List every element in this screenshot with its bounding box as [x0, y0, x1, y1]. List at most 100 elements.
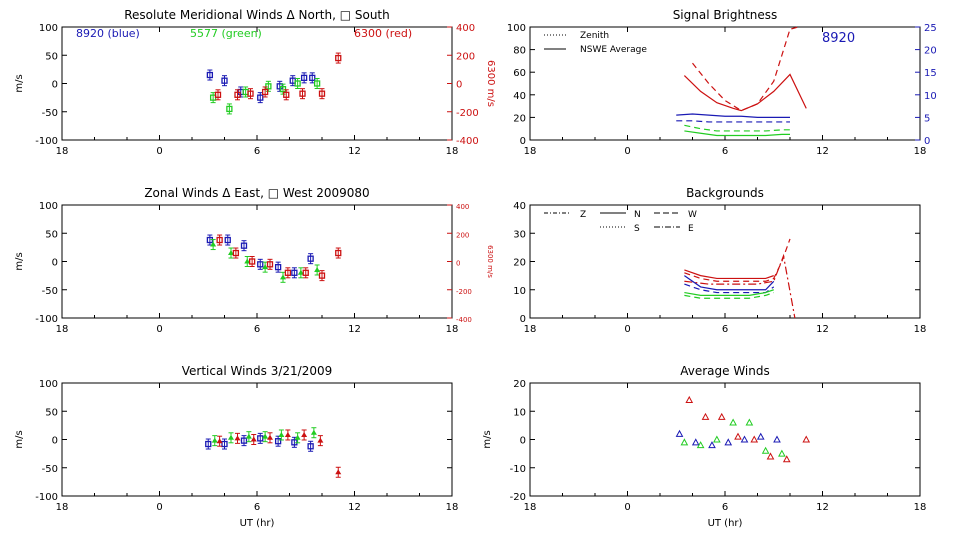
data-point [310, 429, 317, 435]
y2-tick-label: 200 [456, 51, 475, 62]
data-point [240, 242, 248, 249]
series-brightness-3 [676, 120, 790, 123]
y-tick-label: 100 [39, 379, 58, 390]
x-tick-label: 6 [722, 324, 728, 335]
data-point [265, 83, 272, 90]
data-point [294, 80, 301, 87]
y-axis-label: m/s [14, 252, 25, 270]
plot-frame [61, 204, 453, 319]
series-vertical-1 [211, 427, 317, 447]
y-tick-label: 0 [520, 314, 526, 325]
y-tick-label: 10 [513, 286, 526, 297]
x-tick-label: 18 [914, 324, 927, 335]
y-tick-label: -50 [42, 464, 58, 475]
y2-tick-label: 15 [924, 68, 937, 79]
x-tick-label: 18 [446, 502, 459, 513]
legend-label: W [688, 210, 697, 220]
legend-text: 5577 (green) [190, 27, 262, 40]
data-point [245, 433, 252, 439]
series-vertical-0 [205, 432, 314, 452]
y-tick-label: 0 [520, 436, 526, 447]
y-tick-label: -100 [35, 136, 58, 147]
data-point [284, 269, 292, 276]
data-point [317, 437, 324, 443]
y-tick-label: 0 [52, 80, 58, 91]
series-average-2 [685, 395, 811, 463]
data-point [696, 441, 705, 449]
data-point [250, 436, 257, 442]
x-tick-label: 18 [446, 146, 459, 157]
x-tick-label: 18 [446, 324, 459, 335]
data-point [708, 441, 716, 449]
panel-title: Resolute Meridional Winds Δ North, □ Sou… [124, 8, 390, 22]
data-point [279, 86, 287, 93]
y2-tick-label: 20 [924, 46, 937, 57]
series-backgrounds-1 [684, 238, 791, 282]
data-point [314, 266, 321, 272]
legend-label: Z [580, 210, 586, 220]
data-point [257, 94, 264, 101]
data-point [766, 452, 775, 460]
data-point [228, 434, 234, 440]
series-line [684, 130, 790, 137]
x-tick-label: 18 [914, 502, 927, 513]
y-tick-label: 50 [45, 229, 58, 240]
legend-text: 6300 (red) [354, 27, 412, 40]
data-point [302, 269, 309, 276]
plot-frame [61, 26, 453, 141]
data-point [756, 432, 765, 440]
series-line [676, 113, 790, 119]
series-line [684, 275, 775, 291]
series-brightness-4 [684, 124, 790, 132]
data-point [313, 80, 321, 87]
data-point [226, 105, 233, 113]
y-tick-label: 60 [513, 68, 526, 79]
data-point [267, 434, 273, 440]
x-tick-label: 12 [348, 146, 361, 157]
data-point [211, 437, 218, 443]
x-tick-label: 6 [722, 502, 728, 513]
series-line [683, 73, 807, 112]
x-tick-label: 18 [524, 324, 537, 335]
data-point [301, 431, 308, 437]
data-point [291, 269, 298, 276]
y-tick-label: -20 [510, 492, 526, 503]
y-tick-label: 0 [52, 258, 58, 269]
data-point [206, 71, 214, 79]
data-point [280, 274, 286, 280]
x-tick-label: 6 [254, 146, 260, 157]
y2-tick-label: 25 [924, 23, 937, 34]
x-axis-label: UT (hr) [240, 518, 275, 529]
y-tick-label: 80 [513, 46, 526, 57]
x-tick-label: 0 [156, 502, 162, 513]
data-point [782, 455, 791, 463]
x-tick-label: 18 [56, 146, 69, 157]
legend-label: NSWE Average [580, 45, 647, 55]
y2-tick-label: -200 [456, 108, 479, 119]
series-line [684, 292, 774, 299]
data-point [257, 261, 264, 268]
series-zonal-2 [216, 234, 342, 282]
y-tick-label: -10 [510, 464, 526, 475]
data-point [729, 418, 737, 426]
data-point [307, 443, 314, 450]
data-point [309, 74, 316, 81]
x-tick-label: 6 [254, 502, 260, 513]
series-backgrounds-0 [684, 269, 774, 280]
data-point [750, 435, 759, 443]
panel-title: Average Winds [680, 364, 770, 378]
data-point [221, 440, 228, 448]
plot-frame [529, 382, 921, 497]
x-tick-label: 12 [816, 146, 829, 157]
data-point [675, 429, 684, 437]
y-tick-label: 50 [45, 51, 58, 62]
series-backgrounds-6 [684, 292, 774, 299]
y-tick-label: 100 [507, 23, 526, 34]
legend-text: 8920 (blue) [76, 27, 140, 40]
y-tick-label: 40 [513, 201, 526, 212]
legend-label: N [634, 210, 641, 220]
